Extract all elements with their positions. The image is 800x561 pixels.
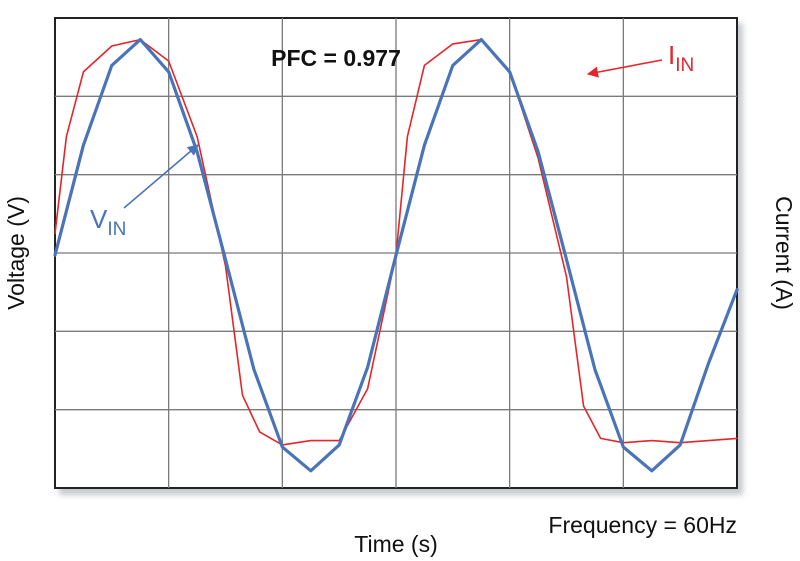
series-line-vin: [53, 37, 739, 473]
series-layer: [53, 37, 739, 473]
grid: [55, 18, 737, 488]
vin-label: VIN: [90, 204, 126, 240]
vin-arrow: [123, 144, 199, 209]
iin-label-main: I: [668, 40, 675, 70]
iin-label: IIN: [668, 40, 694, 76]
frequency-annotation: Frequency = 60Hz: [548, 512, 737, 538]
x-axis-label: Time (s): [354, 531, 437, 557]
y-axis-right-label: Current (A): [771, 196, 797, 310]
pfc-annotation: PFC = 0.977: [271, 45, 401, 71]
y-axis-left-label: Voltage (V): [3, 196, 29, 310]
iin-label-sub: IN: [675, 55, 694, 76]
iin-arrow: [586, 59, 663, 78]
vin-label-sub: IN: [107, 219, 126, 240]
vin-label-main: V: [90, 204, 108, 234]
